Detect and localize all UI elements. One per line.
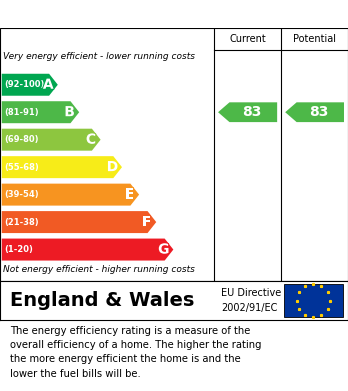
Text: B: B	[64, 105, 75, 119]
Polygon shape	[2, 129, 101, 151]
Text: (55-68): (55-68)	[5, 163, 39, 172]
Text: EU Directive
2002/91/EC: EU Directive 2002/91/EC	[221, 289, 281, 312]
Polygon shape	[2, 74, 58, 96]
Text: C: C	[86, 133, 96, 147]
Text: F: F	[142, 215, 151, 229]
Text: (92-100): (92-100)	[5, 80, 45, 89]
Polygon shape	[285, 102, 344, 122]
Text: Not energy efficient - higher running costs: Not energy efficient - higher running co…	[3, 265, 195, 274]
Text: (1-20): (1-20)	[5, 245, 33, 254]
Text: D: D	[107, 160, 118, 174]
Text: (81-91): (81-91)	[5, 108, 39, 117]
Text: England & Wales: England & Wales	[10, 291, 195, 310]
Polygon shape	[2, 184, 139, 206]
Text: A: A	[43, 78, 54, 92]
Bar	[284, 284, 343, 317]
Polygon shape	[218, 102, 277, 122]
Text: E: E	[125, 188, 134, 202]
Polygon shape	[2, 211, 156, 233]
Text: Very energy efficient - lower running costs: Very energy efficient - lower running co…	[3, 52, 196, 61]
Text: 83: 83	[242, 105, 262, 119]
Text: Energy Efficiency Rating: Energy Efficiency Rating	[9, 7, 200, 21]
Polygon shape	[2, 239, 173, 260]
Text: (39-54): (39-54)	[5, 190, 39, 199]
Text: G: G	[158, 242, 169, 256]
Text: (69-80): (69-80)	[5, 135, 39, 144]
Text: Potential: Potential	[293, 34, 336, 44]
Text: The energy efficiency rating is a measure of the
overall efficiency of a home. T: The energy efficiency rating is a measur…	[10, 326, 262, 379]
Text: 83: 83	[309, 105, 329, 119]
Text: (21-38): (21-38)	[5, 217, 39, 227]
Polygon shape	[2, 156, 122, 178]
Polygon shape	[2, 101, 79, 123]
Text: Current: Current	[229, 34, 266, 44]
